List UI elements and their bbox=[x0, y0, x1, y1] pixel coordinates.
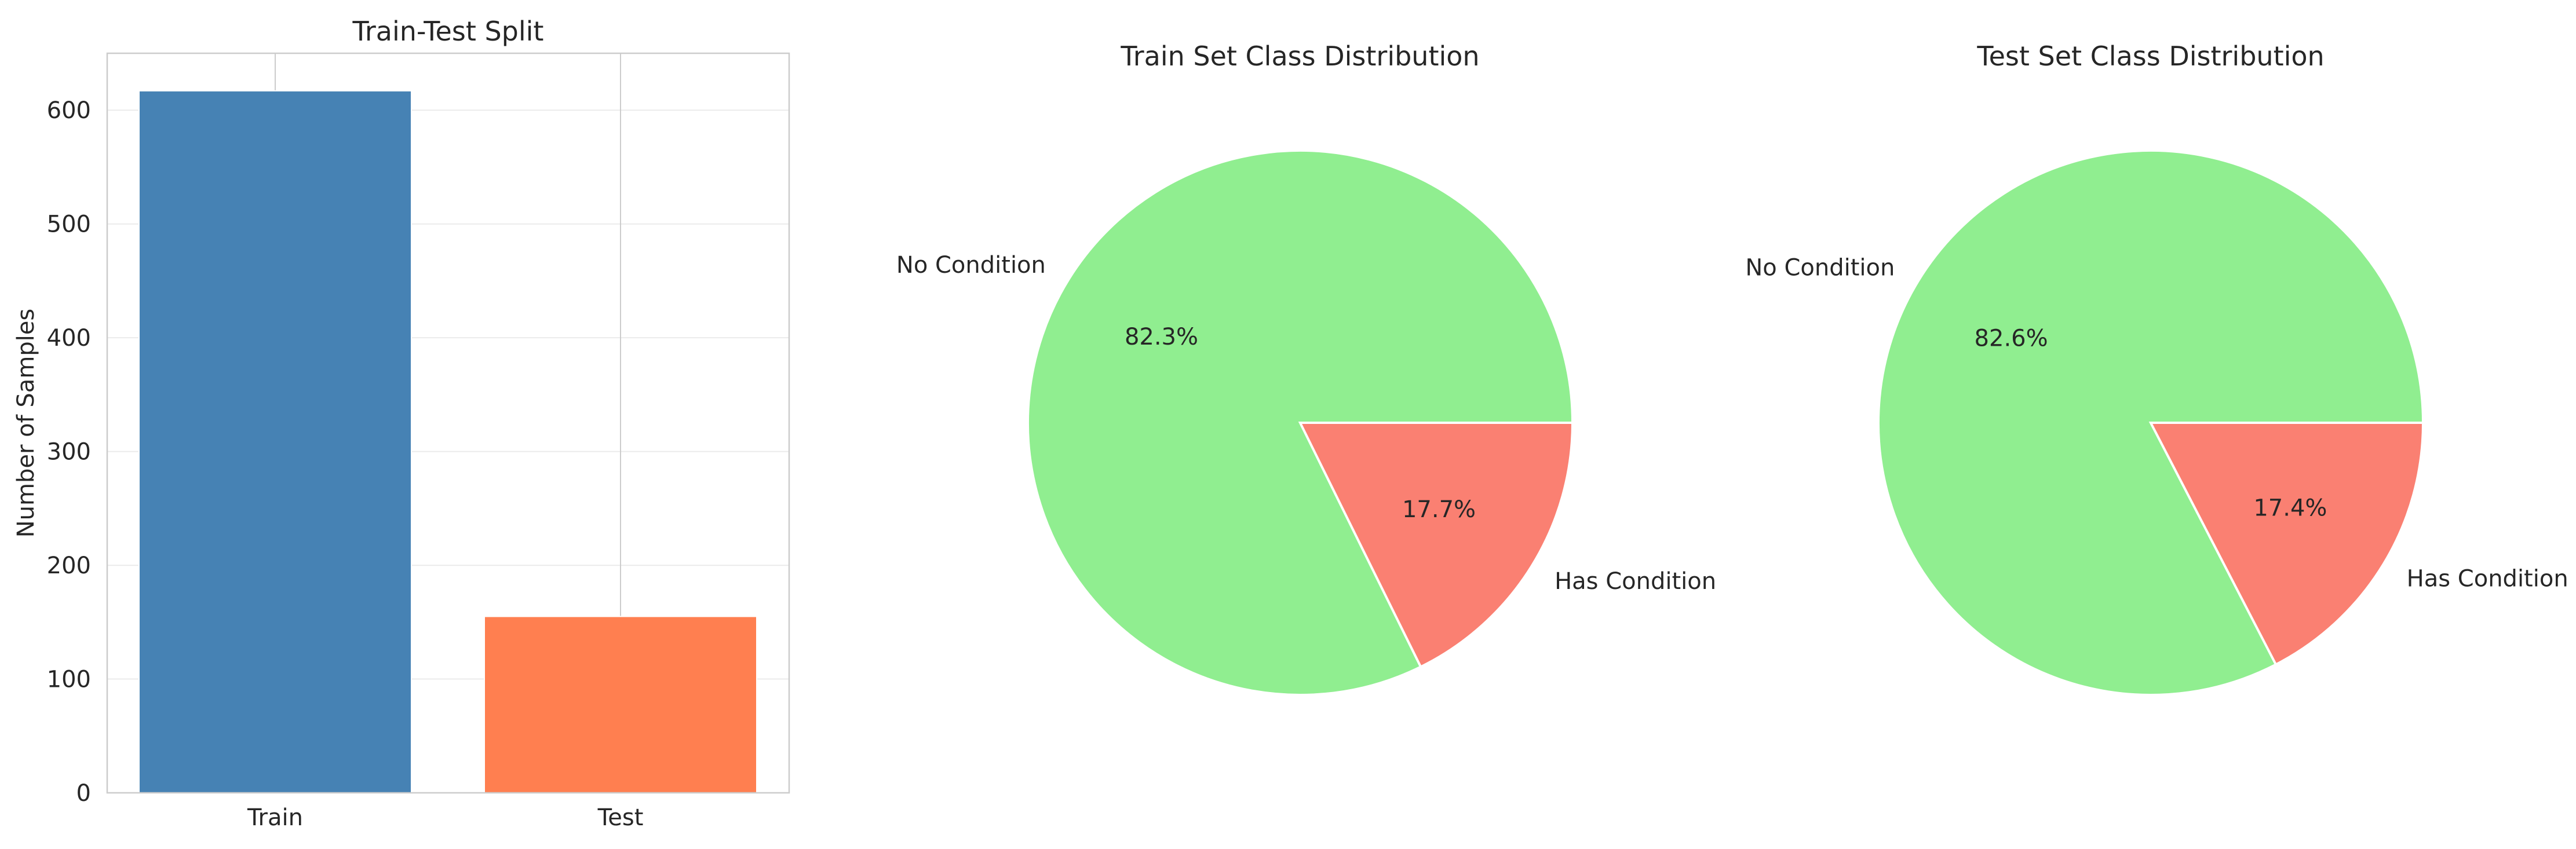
bar-chart-title: Train-Test Split bbox=[352, 16, 544, 47]
test-pie-chart: Test Set Class Distribution No Condition… bbox=[1745, 41, 2568, 696]
y-tick-label: 600 bbox=[47, 97, 91, 124]
pie-pct-label: 82.3% bbox=[1125, 324, 1198, 350]
y-tick-label: 100 bbox=[47, 667, 91, 693]
pie-pct-label: 17.4% bbox=[2253, 495, 2327, 522]
pie-slice-has-condition bbox=[2148, 422, 2425, 667]
y-tick-label: 400 bbox=[47, 325, 91, 352]
bar-test bbox=[484, 616, 757, 793]
pie-slice-has-condition bbox=[1298, 422, 1574, 669]
test-pie-title: Test Set Class Distribution bbox=[1976, 41, 2324, 72]
y-tick-label: 0 bbox=[76, 780, 91, 807]
x-tick-label: Train bbox=[247, 804, 303, 831]
train-pie-title: Train Set Class Distribution bbox=[1120, 41, 1479, 72]
pie-pct-label: 82.6% bbox=[1975, 325, 2048, 352]
x-tick-label: Test bbox=[597, 804, 644, 831]
bar-train bbox=[138, 90, 412, 794]
bar-chart: Train-Test Split Number of Samples 0 100 2… bbox=[13, 16, 790, 831]
bar-chart-y-axis-label: Number of Samples bbox=[13, 309, 39, 538]
y-tick-label: 300 bbox=[47, 439, 91, 466]
pie-label: Has Condition bbox=[1555, 568, 1716, 595]
pie-pct-label: 17.7% bbox=[1402, 496, 1476, 523]
pie-label: No Condition bbox=[896, 252, 1046, 279]
axes-frame bbox=[106, 52, 790, 794]
pie-label: Has Condition bbox=[2407, 566, 2568, 592]
y-tick-label: 500 bbox=[47, 211, 91, 238]
pie-label: No Condition bbox=[1745, 254, 1895, 281]
y-tick-label: 200 bbox=[47, 552, 91, 579]
train-pie-chart: Train Set Class Distribution No Conditio… bbox=[896, 41, 1716, 696]
